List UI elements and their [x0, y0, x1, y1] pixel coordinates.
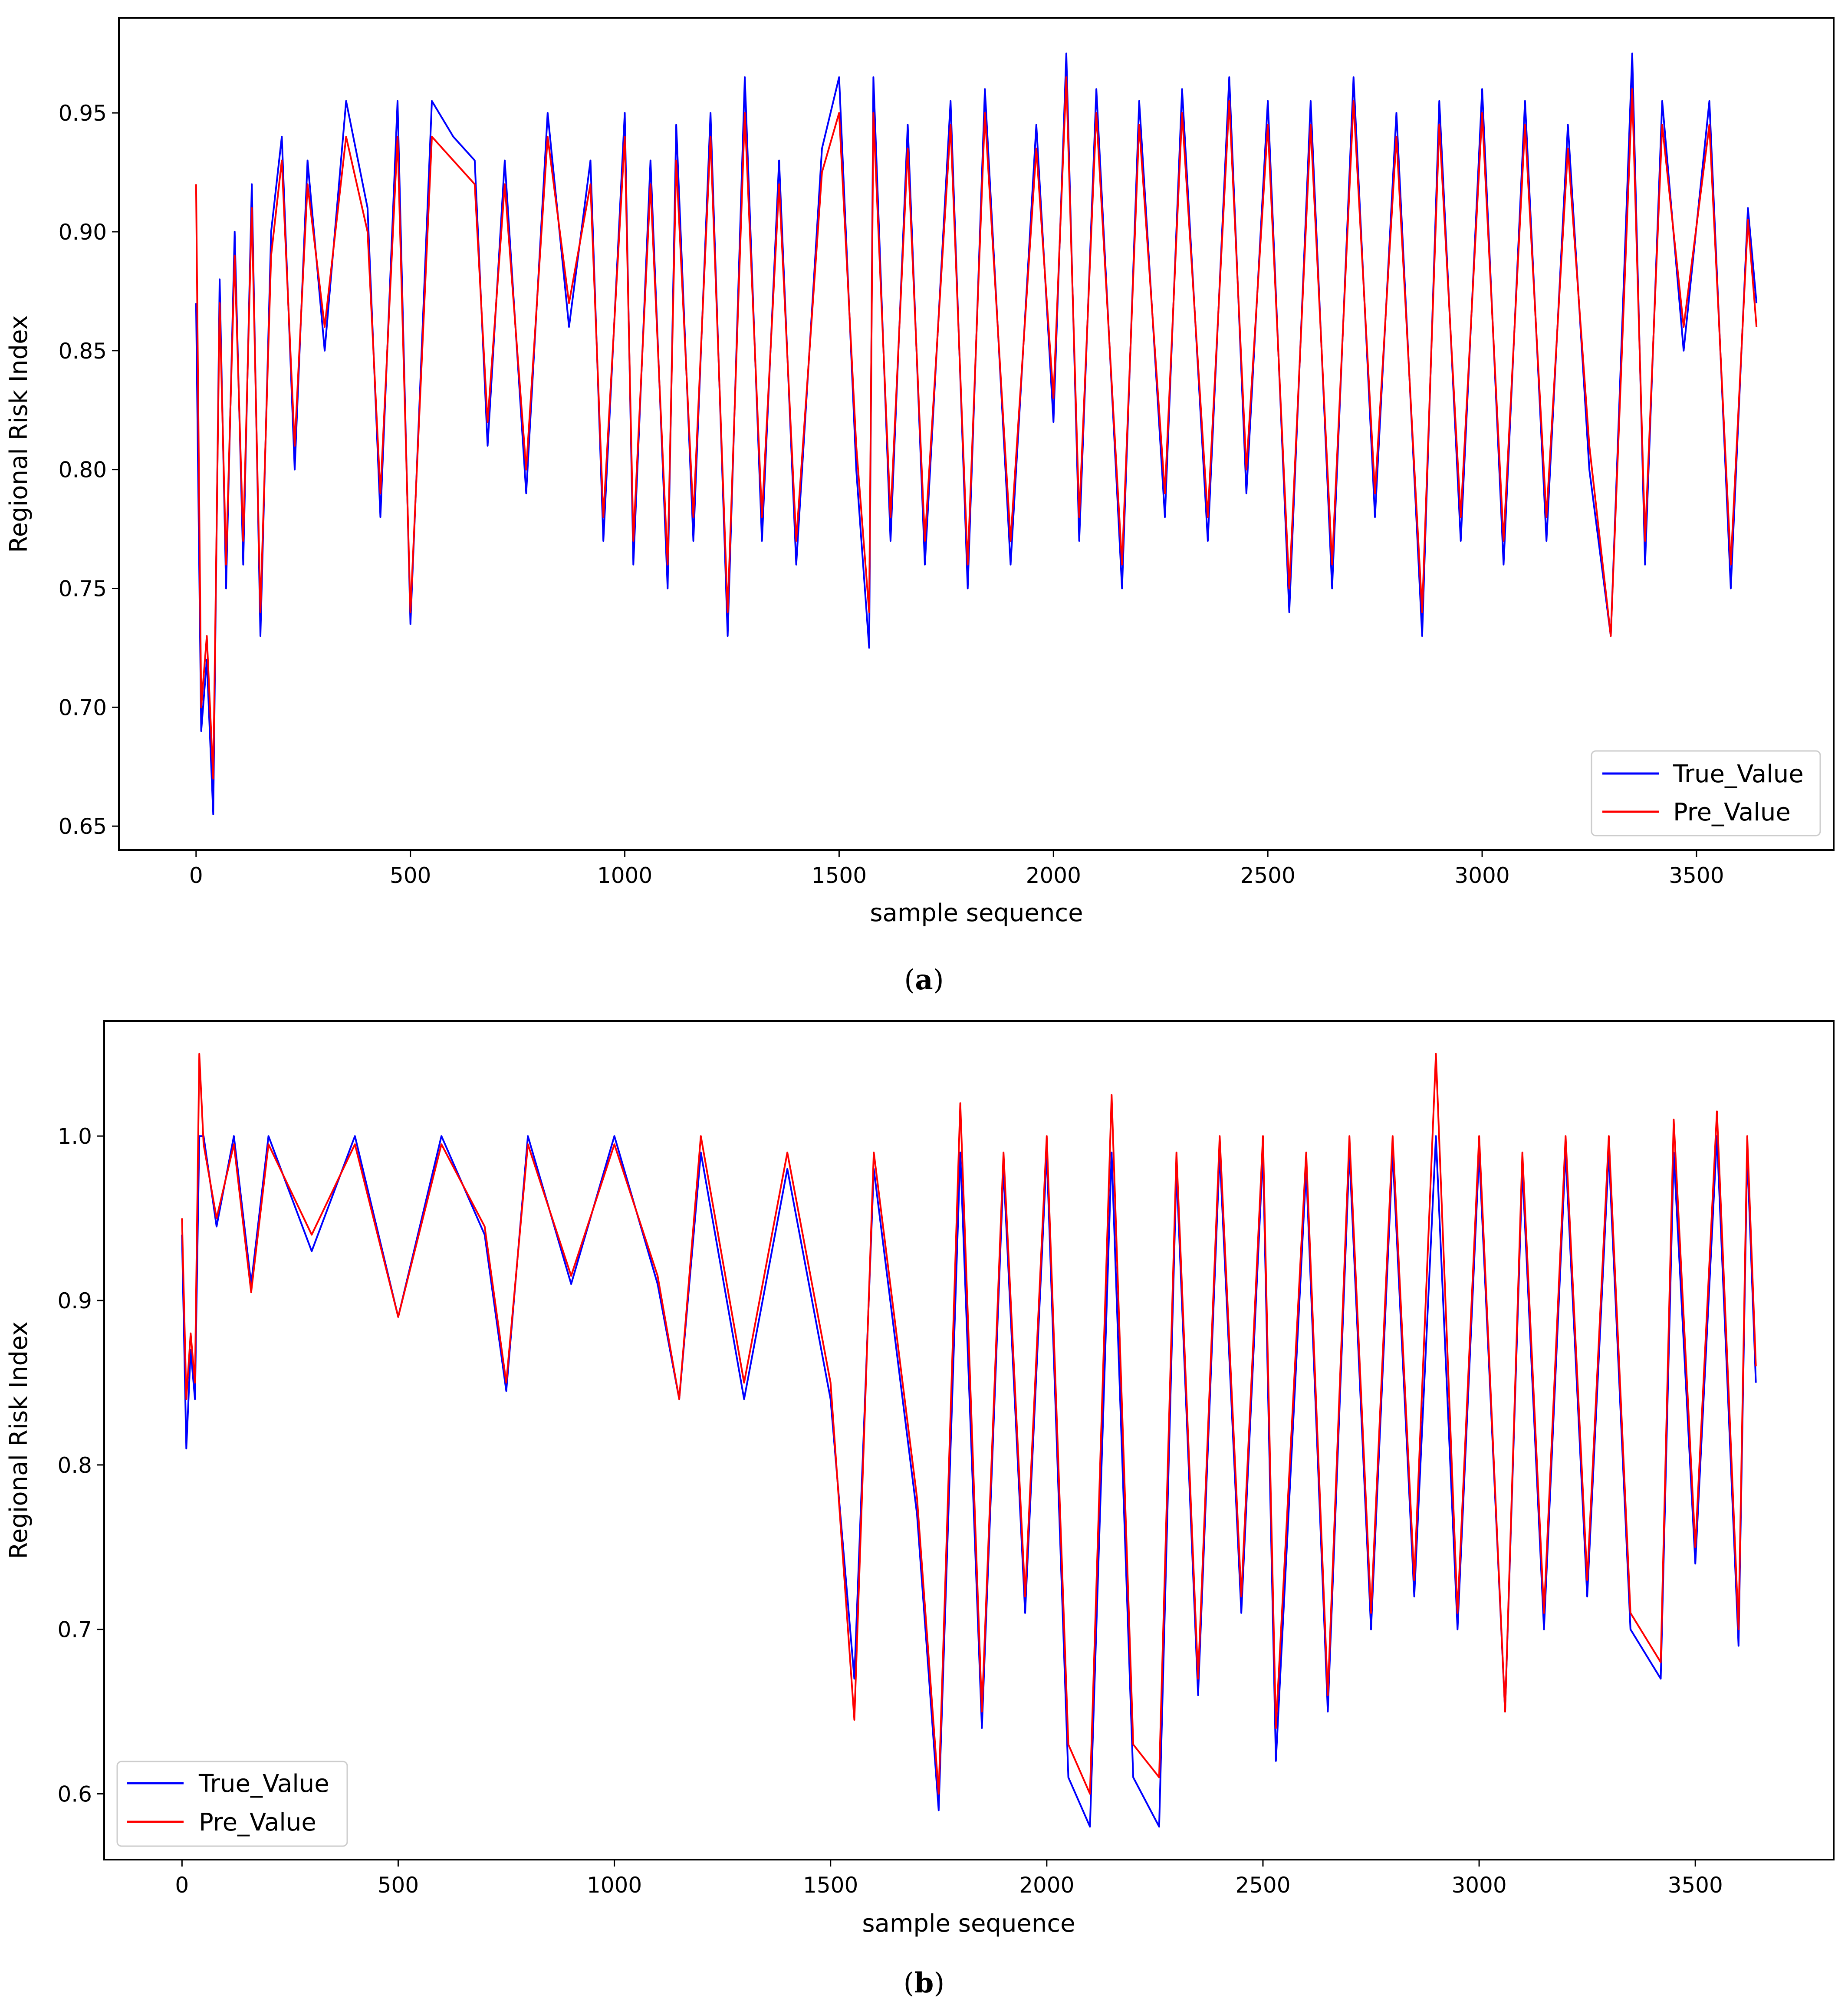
x-axis-label-b: sample sequence — [862, 1910, 1075, 1938]
x-ticks-b: 0 500 1000 1500 2000 2500 3000 3500 — [175, 1860, 1723, 1898]
caption-a: (a) — [904, 964, 944, 996]
series-line-true-value — [195, 53, 1758, 815]
plot-frame-a — [118, 17, 1835, 851]
x-tick-label: 500 — [378, 1873, 419, 1898]
y-tick-label: 0.85 — [59, 339, 107, 364]
x-tick-label: 3500 — [1668, 1873, 1723, 1898]
x-tick-label: 0 — [175, 1873, 189, 1898]
series-layer-b — [181, 1053, 1757, 1828]
y-ticks-a: 0.65 0.70 0.75 0.80 0.85 0.90 0.95 — [59, 101, 119, 839]
legend-label-true-b: True_Value — [198, 1770, 329, 1798]
x-tick-label: 2000 — [1019, 1873, 1074, 1898]
y-axis-label-b: Regional Risk Index — [5, 1321, 33, 1559]
x-tick-label: 1000 — [587, 1873, 642, 1898]
y-tick-label: 0.8 — [57, 1453, 92, 1478]
legend-box-a — [1591, 750, 1821, 836]
x-tick-label: 1500 — [803, 1873, 858, 1898]
x-tick-label: 1000 — [597, 863, 652, 888]
series-line-pre-value — [195, 76, 1758, 780]
x-ticks-a: 0 500 1000 1500 2000 2500 3000 3500 — [189, 850, 1724, 888]
plot-frame-b — [103, 1020, 1835, 1860]
x-tick-label: 3000 — [1454, 863, 1509, 888]
y-axis-label-a: Regional Risk Index — [5, 315, 33, 553]
x-axis-label-a: sample sequence — [870, 899, 1083, 927]
y-tick-label: 0.6 — [57, 1781, 92, 1807]
caption-b: (b) — [904, 1967, 945, 1999]
x-tick-label: 1500 — [812, 863, 867, 888]
legend-label-pred-a: Pre_Value — [1673, 798, 1791, 826]
x-tick-label: 500 — [390, 863, 431, 888]
x-tick-label: 3500 — [1669, 863, 1724, 888]
y-tick-label: 0.7 — [57, 1617, 92, 1643]
y-tick-label: 1.0 — [57, 1124, 92, 1149]
y-ticks-b: 0.6 0.7 0.8 0.9 1.0 — [57, 1124, 104, 1807]
legend-label-true-a: True_Value — [1673, 760, 1804, 788]
legend-b: True_Value Pre_Value — [116, 1761, 348, 1847]
legend-label-pred-b: Pre_Value — [199, 1808, 316, 1837]
y-tick-label: 0.70 — [59, 695, 107, 720]
panel-b: 0 500 1000 1500 2000 2500 3000 3500 0.60.70.80.… — [5, 1020, 1835, 1999]
y-tick-label: 0.95 — [59, 101, 107, 126]
series-line-pre-value — [181, 1053, 1757, 1795]
y-tick-label: 0.90 — [59, 220, 107, 245]
x-tick-label: 3000 — [1451, 1873, 1506, 1898]
y-tick-label: 0.9 — [57, 1288, 92, 1314]
x-tick-label: 2000 — [1026, 863, 1081, 888]
y-tick-label: 0.80 — [59, 458, 107, 483]
panel-a: 0 500 1000 1500 2000 2500 3000 3500 0.65 0.70 0.7… — [5, 17, 1835, 996]
x-tick-label: 2500 — [1240, 863, 1296, 888]
series-layer-a — [195, 53, 1758, 815]
x-tick-label: 0 — [189, 863, 203, 888]
x-tick-label: 2500 — [1235, 1873, 1290, 1898]
legend-a: True_Value Pre_Value — [1591, 750, 1821, 836]
y-tick-label: 0.65 — [59, 814, 107, 839]
y-tick-label: 0.75 — [59, 576, 107, 602]
